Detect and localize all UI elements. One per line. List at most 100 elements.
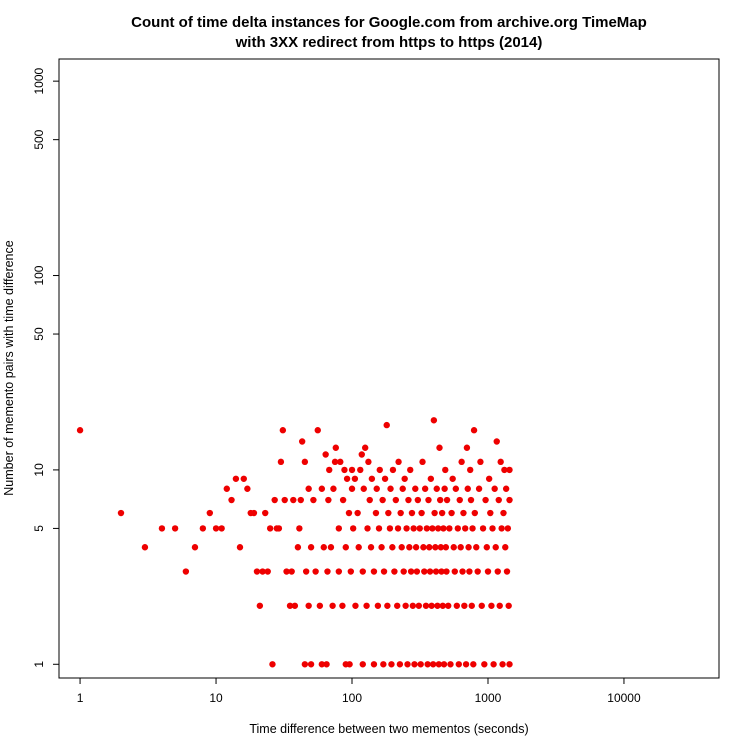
data-point: [505, 602, 512, 609]
data-point: [482, 496, 489, 504]
data-point: [402, 602, 409, 609]
data-point: [277, 458, 285, 466]
data-point: [494, 568, 501, 575]
data-point: [348, 485, 356, 492]
data-point: [346, 661, 353, 668]
data-point: [491, 485, 498, 492]
data-point: [434, 525, 442, 532]
data-point: [432, 544, 439, 551]
data-point: [496, 602, 503, 609]
y-tick-label: 50: [32, 327, 46, 341]
y-axis: 1 5 10 50 100 500 1000: [32, 67, 59, 668]
data-point: [506, 661, 513, 668]
data-point: [438, 509, 446, 517]
data-point: [501, 466, 508, 474]
data-point: [335, 568, 343, 575]
data-point: [426, 544, 433, 551]
data-point: [332, 444, 340, 451]
data-point: [367, 544, 375, 551]
data-point: [391, 568, 398, 575]
data-point: [425, 496, 432, 504]
data-point: [359, 568, 366, 575]
data-point: [448, 509, 455, 517]
data-point: [479, 525, 487, 532]
data-point: [410, 525, 417, 532]
data-point: [421, 568, 428, 575]
data-point: [468, 602, 475, 609]
data-point: [443, 496, 451, 504]
x-axis: 1 10 100 1000 10000: [77, 678, 641, 705]
data-point: [469, 525, 476, 532]
data-point: [262, 509, 269, 517]
data-point: [466, 568, 473, 575]
data-point: [423, 525, 431, 532]
data-point: [404, 661, 411, 668]
x-tick-label: 10000: [607, 691, 641, 705]
data-point: [502, 544, 509, 551]
data-point: [440, 525, 447, 532]
data-point: [460, 509, 467, 517]
data-point: [305, 485, 312, 492]
data-point: [442, 466, 449, 474]
data-point: [253, 568, 261, 575]
data-point: [495, 496, 502, 504]
data-point: [424, 661, 431, 668]
data-point: [347, 568, 355, 575]
data-point: [316, 602, 324, 609]
data-point: [335, 525, 343, 532]
data-point: [413, 568, 421, 575]
data-point: [467, 466, 474, 474]
data-point: [386, 525, 394, 532]
data-point: [290, 496, 297, 504]
data-point: [426, 568, 434, 575]
data-point: [432, 568, 440, 575]
data-point: [407, 568, 415, 575]
data-point: [348, 466, 356, 474]
data-point: [286, 602, 294, 609]
data-point: [363, 602, 370, 609]
data-point: [442, 544, 450, 551]
data-point: [281, 496, 288, 504]
data-point: [271, 496, 278, 504]
data-point: [269, 661, 276, 668]
data-point: [339, 496, 347, 504]
y-axis-label: Number of memento pairs with time differ…: [2, 240, 16, 495]
data-point: [417, 661, 424, 668]
data-point: [380, 568, 388, 575]
data-point: [380, 661, 387, 668]
data-point: [325, 496, 332, 504]
data-point: [305, 602, 312, 609]
data-point: [355, 544, 362, 551]
data-point: [351, 475, 359, 482]
data-point: [395, 458, 402, 466]
data-point: [409, 602, 417, 609]
data-point: [412, 485, 419, 492]
y-tick-label: 100: [32, 265, 46, 285]
data-point: [437, 544, 445, 551]
data-point: [443, 568, 450, 575]
data-point: [324, 568, 331, 575]
data-point: [383, 421, 390, 429]
data-point: [506, 466, 513, 474]
data-point: [301, 661, 309, 668]
data-point: [473, 544, 480, 551]
data-point: [449, 475, 456, 482]
data-point: [503, 568, 511, 575]
x-tick-label: 1000: [475, 691, 502, 705]
data-point: [389, 466, 397, 474]
data-point: [418, 509, 425, 517]
data-point: [392, 496, 400, 504]
data-point: [327, 544, 335, 551]
data-point: [394, 602, 401, 609]
data-point: [438, 568, 445, 575]
data-point: [441, 485, 448, 492]
data-point: [341, 466, 348, 474]
data-point: [434, 602, 441, 609]
data-point: [451, 568, 458, 575]
data-point: [384, 602, 391, 609]
data-point: [256, 602, 264, 609]
data-point: [361, 444, 369, 451]
data-point: [474, 568, 481, 575]
data-point: [236, 544, 244, 551]
data-point: [171, 525, 179, 532]
